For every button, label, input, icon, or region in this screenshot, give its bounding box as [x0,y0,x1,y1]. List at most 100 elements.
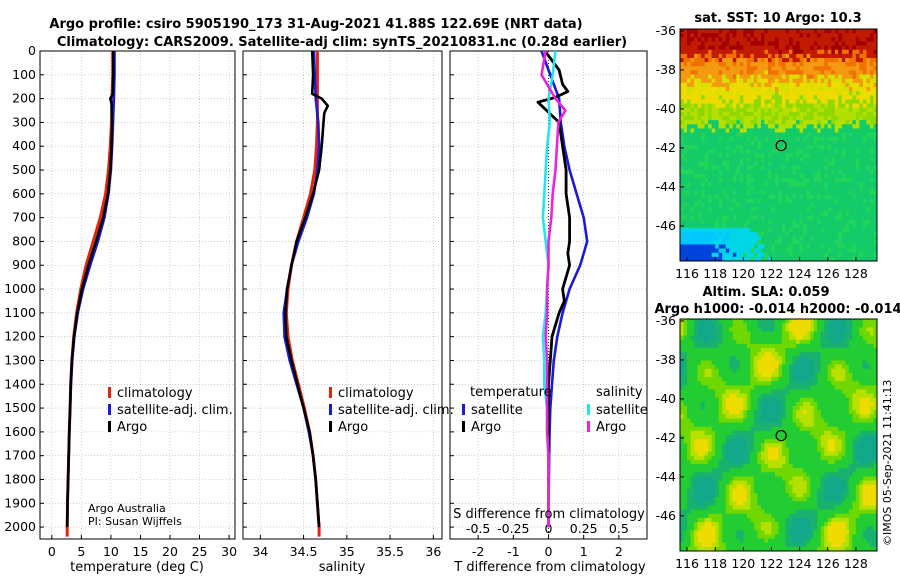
map-cell [701,364,706,370]
map-cell [722,248,727,254]
map-cell [743,464,748,469]
map-cell [680,244,685,250]
map-cell [873,95,877,101]
map-cell [711,360,716,366]
map-cell [715,343,720,349]
map-cell [778,203,783,208]
map-cell [690,140,695,146]
map-cell [810,82,815,88]
map-cell [764,116,769,121]
map-cell [869,194,875,200]
map-cell [701,360,706,366]
map-cell [725,240,730,246]
map-cell [725,103,730,109]
map-cell [760,443,766,449]
map-cell [704,542,709,548]
map-cell [683,33,688,38]
map-cell [697,99,702,105]
map-cell [750,211,755,217]
map-cell [722,339,727,345]
map-cell [767,120,773,125]
map-cell [757,211,762,217]
map-cell [732,501,737,507]
map-cell [792,256,797,261]
map-cell [862,256,868,261]
map-cell [760,488,766,494]
map-cell [750,140,755,146]
map-cell [683,157,688,163]
map-cell [820,227,825,233]
map-cell [715,339,720,345]
map-cell [704,352,709,357]
map-cell [866,190,871,196]
map-cell [813,169,818,175]
map-cell [774,538,780,544]
map-cell [722,182,727,188]
map-cell [680,132,685,138]
map-cell [722,103,727,109]
map-cell [767,397,773,403]
map-cell [834,252,839,258]
map-cell [708,132,713,138]
map-cell [774,232,780,237]
map-cell [736,223,741,229]
map-cell [789,111,794,117]
map-cell [767,339,773,345]
map-cell [820,37,825,43]
map-cell [704,526,709,531]
map-cell [848,227,853,233]
map-cell [813,178,818,183]
map-cell [736,70,741,76]
map-cell [746,538,751,544]
map-cell [764,45,769,51]
map-cell [820,178,825,183]
map-cell [701,198,706,204]
map-cell [694,517,699,523]
map-cell [732,174,737,179]
map-cell [753,484,758,490]
map-cell [757,91,762,96]
map-cell [841,194,846,200]
map-cell [750,169,755,175]
map-cell [831,91,836,96]
map-cell [852,223,857,229]
map-cell [697,497,702,502]
map-cell [838,103,843,109]
map-cell [718,190,723,196]
map-cell [750,352,755,357]
map-cell [739,53,744,59]
map-cell [817,211,822,217]
map-cell [722,538,727,544]
legend-satellite-label: satellite-adj. clim. [117,403,233,418]
map-cell [683,422,688,428]
map-cell [725,116,730,121]
map-cell [806,145,811,150]
map-cell [834,58,839,63]
map-cell [729,435,734,440]
map-cell [852,91,857,96]
map-cell [774,41,780,47]
map-cell [838,116,843,121]
map-cell [739,45,744,51]
map-cell [757,381,762,386]
map-cell [736,414,741,420]
map-cell [725,530,730,536]
map-cell [687,505,692,511]
map-cell [739,410,744,415]
map-cell [736,323,741,328]
map-cell [694,140,699,146]
map-cell [690,178,695,183]
map-cell [848,149,853,154]
map-cell [845,111,850,117]
map-cell [852,62,857,67]
map-cell [869,66,875,72]
map-cell [760,124,766,130]
map-cell [771,244,776,250]
map-cell [690,91,695,96]
map-cell [841,240,846,246]
map-cell [767,37,773,43]
map-cell [725,501,730,507]
series-line-climatology [65,51,115,537]
map-cell [855,161,861,167]
map-cell [820,91,825,96]
